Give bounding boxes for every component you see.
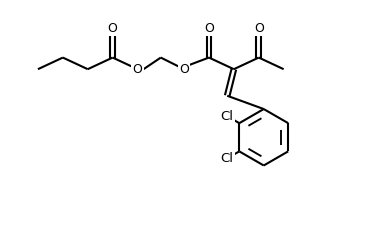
Text: O: O: [108, 22, 118, 35]
Text: O: O: [133, 63, 142, 76]
Text: O: O: [179, 63, 189, 76]
Text: Cl: Cl: [221, 110, 234, 123]
Text: Cl: Cl: [221, 152, 234, 165]
Text: O: O: [254, 22, 264, 35]
Text: O: O: [204, 22, 214, 35]
